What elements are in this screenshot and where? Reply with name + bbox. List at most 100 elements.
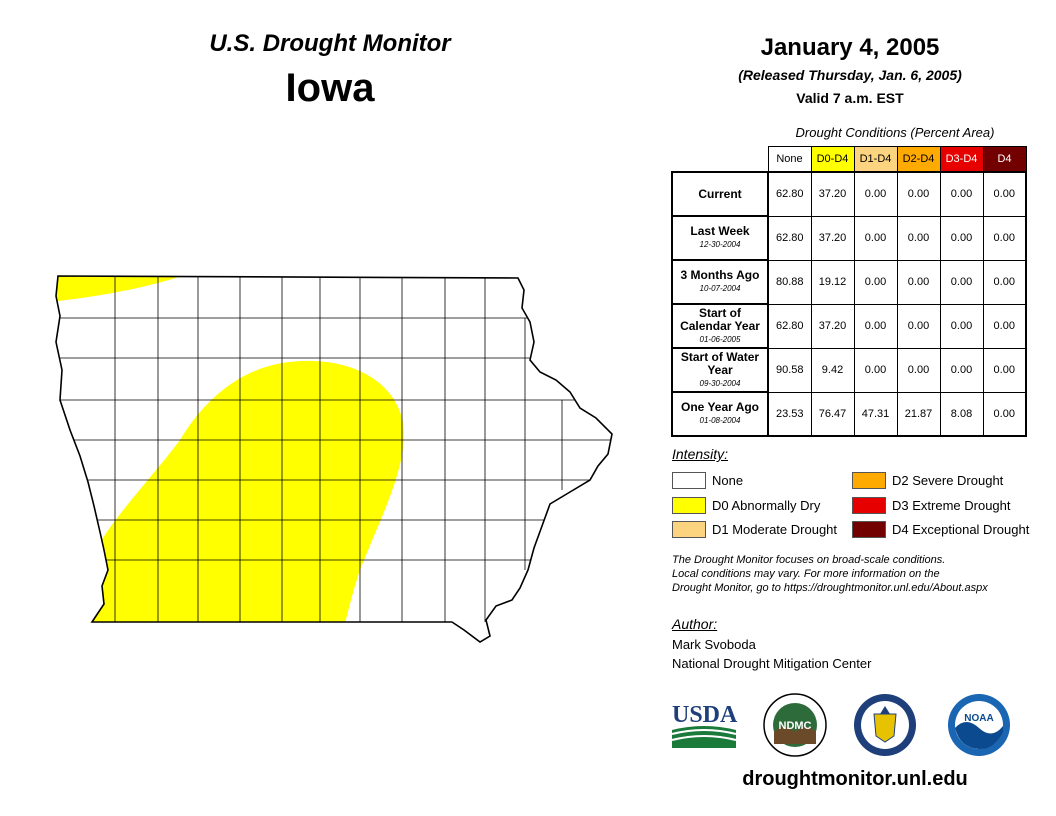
- col-header-d1-d4: D1-D4: [853, 146, 898, 173]
- col-header-d3-d4: D3-D4: [939, 146, 984, 173]
- map-title: U.S. Drought Monitor: [209, 30, 451, 57]
- table-row: Start of Water Year 09-30-2004 90.58 9.42…: [671, 347, 1027, 393]
- table-cell: 62.80: [767, 171, 812, 217]
- table-row: Start of Calendar Year 01-06-2005 62.80 3…: [671, 303, 1027, 349]
- table-cell: 0.00: [982, 259, 1027, 305]
- legend-item-d3: D3 Extreme Drought: [852, 495, 1011, 515]
- note-line: The Drought Monitor focuses on broad-sca…: [672, 554, 946, 566]
- table-cell: 76.47: [810, 391, 855, 437]
- row-sublabel: 10-07-2004: [699, 284, 741, 293]
- table-cell: 0.00: [982, 391, 1027, 437]
- legend-item-none: None: [672, 470, 743, 490]
- table-cell: 37.20: [810, 215, 855, 261]
- table-cell: 0.00: [896, 171, 941, 217]
- table-row: One Year Ago 01-08-2004 23.53 76.47 47.31…: [671, 391, 1027, 437]
- table-cell: 37.20: [810, 171, 855, 217]
- website-url[interactable]: droughtmonitor.unl.edu: [742, 768, 968, 790]
- legend-item-d4: D4 Exceptional Drought: [852, 519, 1029, 539]
- col-header-d2-d4: D2-D4: [896, 146, 941, 173]
- header-blank: [672, 147, 768, 173]
- state-name: Iowa: [285, 66, 375, 110]
- row-label: Start of Water Year 09-30-2004: [671, 347, 769, 393]
- row-sublabel: 09-30-2004: [699, 378, 741, 388]
- table-cell: 19.12: [810, 259, 855, 305]
- noaa-logo: NOAA: [948, 694, 1010, 756]
- col-header-d4: D4: [982, 146, 1027, 173]
- table-cell: 47.31: [853, 391, 898, 437]
- table-cell: 21.87: [896, 391, 941, 437]
- note-line: Local conditions may vary. For more info…: [672, 568, 940, 580]
- table-cell: 0.00: [853, 171, 898, 217]
- release-date: (Released Thursday, Jan. 6, 2005): [738, 67, 962, 83]
- usda-logo: USDA: [671, 702, 738, 748]
- table-cell: 37.20: [810, 303, 855, 349]
- disclaimer-note: The Drought Monitor focuses on broad-sca…: [672, 553, 1042, 595]
- table-cell: 0.00: [896, 347, 941, 393]
- table-row: 3 Months Ago 10-07-2004 80.88 19.12 0.00 …: [671, 259, 1027, 305]
- row-label: Start of Calendar Year 01-06-2005: [671, 303, 769, 349]
- table-cell: 0.00: [896, 215, 941, 261]
- drought-stats-table: None D0-D4 D1-D4 D2-D4 D3-D4 D4 Current …: [671, 146, 1027, 437]
- table-cell: 0.00: [939, 171, 984, 217]
- legend-item-d2: D2 Severe Drought: [852, 470, 1003, 490]
- table-caption: Drought Conditions (Percent Area): [795, 125, 995, 140]
- table-cell: 0.00: [939, 259, 984, 305]
- row-label: Last Week 12-30-2004: [671, 215, 769, 261]
- doc-seal-logo: [854, 694, 916, 756]
- author-name: Mark Svoboda: [672, 637, 756, 652]
- table-cell: 8.08: [939, 391, 984, 437]
- row-label: One Year Ago 01-08-2004: [671, 391, 769, 437]
- table-header-row: None D0-D4 D1-D4 D2-D4 D3-D4 D4: [672, 146, 1027, 173]
- table-row: Current 62.80 37.20 0.00 0.00 0.00 0.00: [671, 171, 1027, 217]
- row-sublabel: 12-30-2004: [699, 240, 741, 249]
- d0-area-northwest: [56, 276, 200, 302]
- col-header-d0-d4: D0-D4: [810, 146, 855, 173]
- legend-item-d1: D1 Moderate Drought: [672, 519, 837, 539]
- ndmc-logo: NDMC: [763, 693, 827, 757]
- usda-logo-text: USDA: [672, 702, 738, 728]
- legend-swatch: [672, 520, 706, 538]
- table-cell: 0.00: [939, 215, 984, 261]
- table-cell: 0.00: [896, 303, 941, 349]
- table-cell: 0.00: [896, 259, 941, 305]
- row-sublabel: 01-06-2005: [699, 334, 741, 344]
- table-cell: 0.00: [853, 259, 898, 305]
- noaa-logo-text: NOAA: [964, 713, 993, 724]
- table-cell: 0.00: [939, 303, 984, 349]
- legend-swatch: [672, 471, 706, 489]
- table-cell: 0.00: [982, 347, 1027, 393]
- legend-item-d0: D0 Abnormally Dry: [672, 495, 820, 515]
- table-cell: 0.00: [982, 303, 1027, 349]
- table-cell: 0.00: [853, 303, 898, 349]
- table-cell: 90.58: [767, 347, 812, 393]
- legend-swatch: [852, 520, 886, 538]
- county-lines: [56, 276, 610, 622]
- table-cell: 23.53: [767, 391, 812, 437]
- legend-title: Intensity:: [672, 446, 729, 462]
- legend-swatch: [852, 496, 886, 514]
- map-date: January 4, 2005: [760, 34, 940, 61]
- legend-swatch: [852, 471, 886, 489]
- table-cell: 0.00: [853, 347, 898, 393]
- valid-time: Valid 7 a.m. EST: [796, 90, 904, 106]
- legend-swatch: [672, 496, 706, 514]
- row-label: Current: [671, 171, 769, 217]
- table-cell: 0.00: [982, 215, 1027, 261]
- table-cell: 62.80: [767, 303, 812, 349]
- table-cell: 9.42: [810, 347, 855, 393]
- note-line: Drought Monitor, go to https://droughtmo…: [672, 582, 988, 594]
- row-sublabel: 01-08-2004: [699, 416, 741, 425]
- iowa-drought-map: [55, 275, 613, 643]
- col-header-none: None: [767, 146, 812, 173]
- table-cell: 0.00: [982, 171, 1027, 217]
- author-label: Author:: [672, 616, 718, 632]
- row-label: 3 Months Ago 10-07-2004: [671, 259, 769, 305]
- iowa-border: [55, 275, 613, 643]
- table-cell: 80.88: [767, 259, 812, 305]
- table-row: Last Week 12-30-2004 62.80 37.20 0.00 0.0…: [671, 215, 1027, 261]
- table-cell: 62.80: [767, 215, 812, 261]
- ndmc-logo-text: NDMC: [779, 720, 812, 732]
- table-cell: 0.00: [853, 215, 898, 261]
- table-cell: 0.00: [939, 347, 984, 393]
- author-org: National Drought Mitigation Center: [672, 656, 872, 671]
